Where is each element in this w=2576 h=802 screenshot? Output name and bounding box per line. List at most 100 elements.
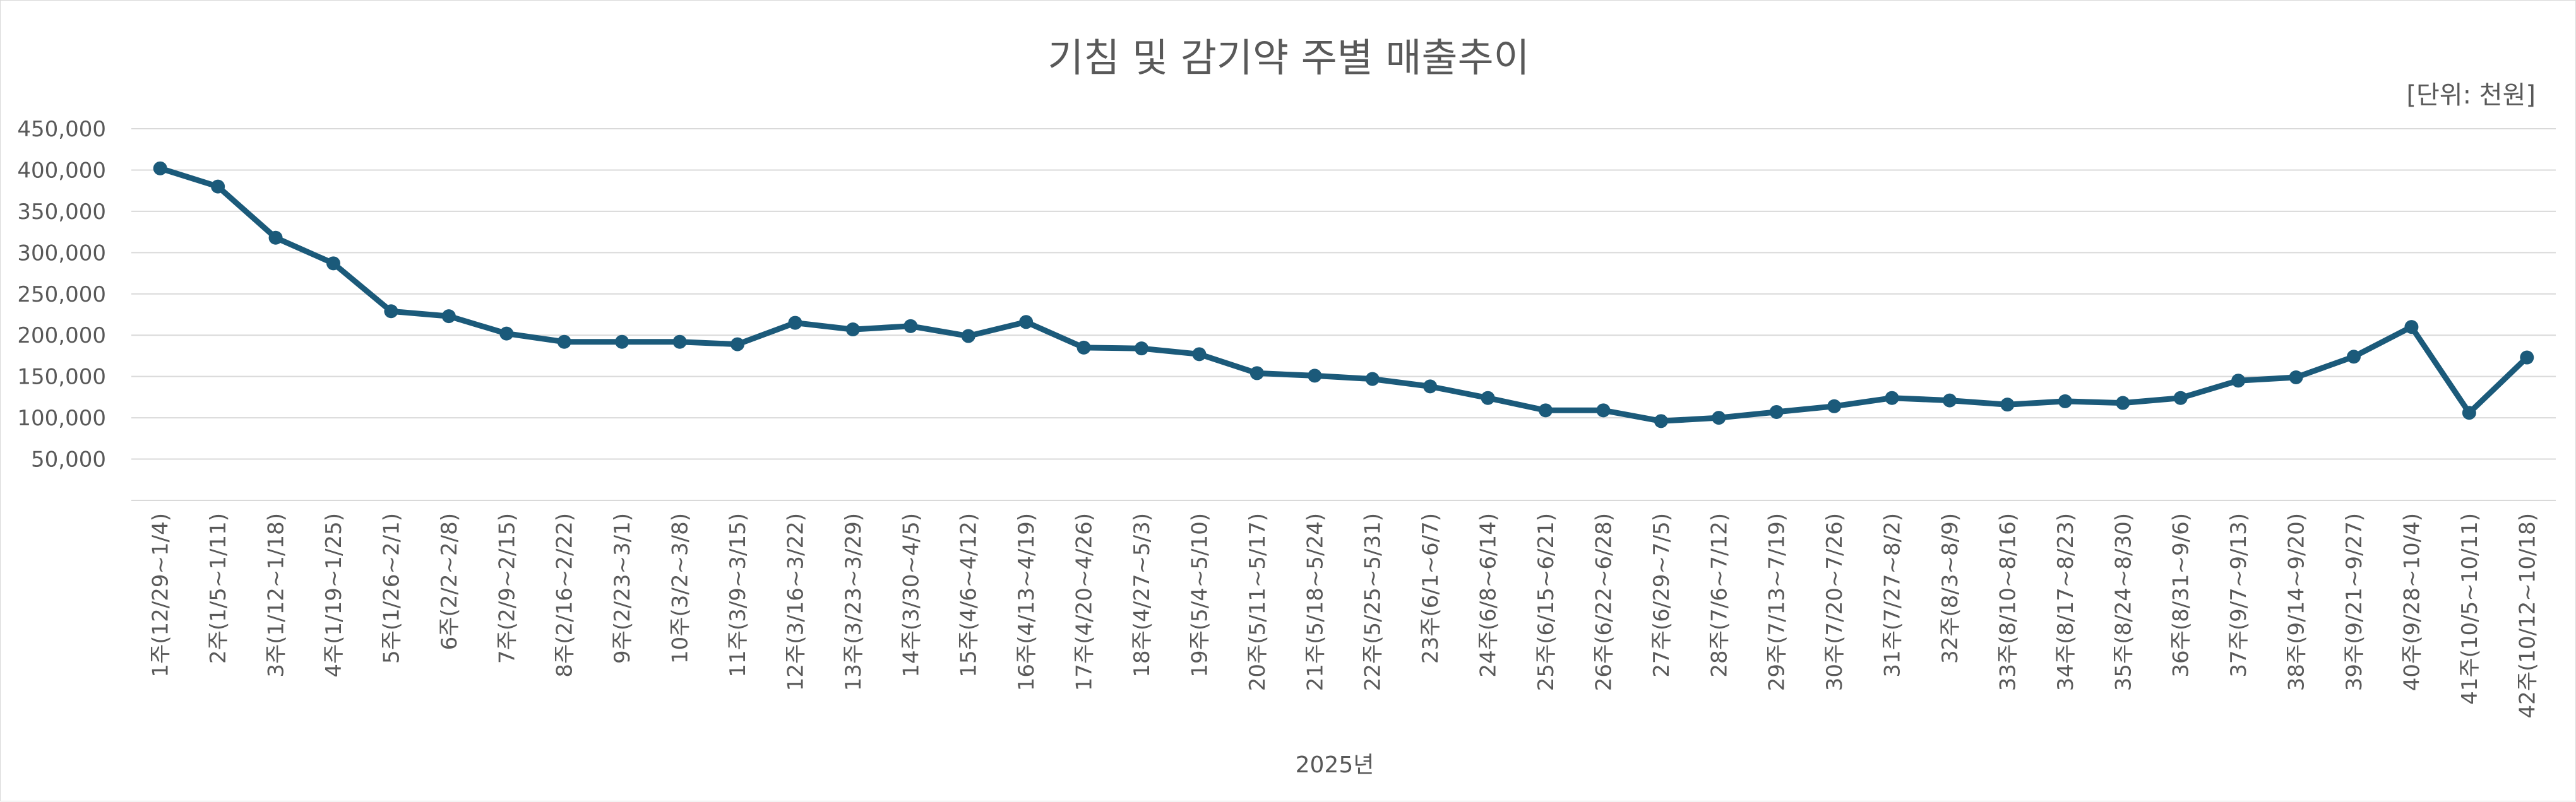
data-point (2404, 320, 2419, 334)
data-point (2347, 350, 2361, 364)
data-point (153, 161, 167, 175)
data-point (1769, 404, 1784, 419)
x-tick-label: 10주(3/2~3/8) (668, 513, 693, 664)
data-point (1192, 347, 1207, 362)
x-tick-label: 36주(8/31~9/6) (2169, 513, 2194, 678)
x-tick-label: 40주(9/28~10/4) (2399, 513, 2424, 691)
data-point (1135, 341, 1148, 356)
x-tick-label: 38주(9/14~9/20) (2284, 513, 2310, 691)
data-point (1539, 403, 1553, 418)
data-point (2289, 370, 2303, 384)
x-tick-label: 13주(3/23~3/29) (841, 513, 866, 691)
x-tick-label: 31주(7/27~8/2) (1880, 513, 1905, 678)
x-tick-label: 22주(5/25~5/31) (1361, 513, 1386, 691)
y-tick-label: 400,000 (17, 158, 106, 183)
data-point (1827, 399, 1842, 413)
x-tick-label: 16주(4/13~4/19) (1014, 513, 1039, 691)
x-tick-label: 37주(9/7~9/13) (2226, 513, 2251, 678)
x-tick-label: 5주(1/26~2/1) (379, 513, 404, 664)
data-point (326, 256, 340, 271)
data-point (2000, 398, 2015, 412)
chart-title: 기침 및 감기약 주별 매출추이 (1047, 35, 1529, 81)
data-point (1249, 366, 1264, 380)
data-point (384, 304, 398, 319)
data-point (1481, 391, 1495, 405)
unit-label: [단위: 천원] (2406, 81, 2536, 110)
data-point (845, 322, 860, 337)
x-tick-label: 11주(3/9~3/15) (725, 513, 751, 678)
data-point (1076, 340, 1091, 355)
data-point (1885, 391, 1899, 405)
data-point (1019, 315, 1034, 329)
data-point (211, 179, 225, 194)
data-point (961, 329, 975, 343)
x-tick-label: 20주(5/11~5/17) (1245, 513, 1270, 691)
x-tick-label: 6주(2/2~2/8) (437, 513, 462, 650)
data-point (1654, 414, 1668, 428)
x-axis-ticks: 1주(12/29~1/4) 2주(1/5~1/11) 3주(1/12~1/18) 4주… (148, 513, 2541, 719)
x-tick-label: 29주(7/13~7/19) (1765, 513, 1790, 691)
data-point (2116, 396, 2130, 410)
data-point (903, 319, 918, 333)
x-tick-label: 21주(5/18~5/24) (1303, 513, 1328, 691)
data-point (1423, 379, 1438, 394)
data-point (2058, 394, 2072, 408)
data-point (788, 315, 802, 330)
x-tick-label: 17주(4/20~4/26) (1072, 513, 1097, 691)
x-tick-label: 32주(8/3~8/9) (1938, 513, 1963, 664)
x-tick-label: 12주(3/16~3/22) (783, 513, 808, 691)
x-tick-label: 41주(10/5~10/11) (2457, 513, 2483, 705)
data-point (2231, 374, 2246, 388)
x-tick-label: 15주(4/6~4/12) (957, 513, 982, 678)
x-tick-label: 27주(6/29~7/5) (1649, 513, 1674, 678)
x-tick-label: 34주(8/17~8/23) (2053, 513, 2078, 691)
y-tick-label: 250,000 (17, 282, 106, 307)
x-tick-label: 8주(2/16~2/22) (552, 513, 578, 678)
y-tick-label: 450,000 (17, 117, 106, 142)
data-point (2173, 391, 2188, 405)
y-tick-label: 50,000 (31, 447, 106, 473)
data-point (2462, 406, 2476, 420)
y-tick-label: 150,000 (17, 365, 106, 390)
y-axis-ticks: 50,000 100,000 150,000 200,000 250,000 300,00… (17, 117, 106, 473)
data-point (557, 334, 571, 349)
data-point (268, 230, 283, 245)
y-tick-label: 200,000 (17, 323, 106, 348)
x-tick-label: 25주(6/15~6/21) (1534, 513, 1559, 691)
x-tick-label: 3주(1/12~1/18) (264, 513, 289, 678)
data-point (1365, 372, 1380, 386)
x-tick-label: 9주(2/23~3/1) (610, 513, 635, 664)
data-point (730, 337, 744, 351)
data-point (1712, 411, 1726, 425)
x-tick-label: 4주(1/19~1/25) (321, 513, 347, 678)
x-tick-label: 30주(7/20~7/26) (1822, 513, 1847, 691)
y-tick-label: 300,000 (17, 240, 106, 266)
gridlines (131, 128, 2556, 460)
x-tick-label: 42주(10/12~10/18) (2515, 513, 2540, 719)
x-tick-label: 35주(8/24~8/30) (2111, 513, 2136, 691)
x-axis-title: 2025년 (1296, 752, 1374, 778)
data-point (1596, 403, 1611, 418)
x-tick-label: 28주(7/6~7/12) (1707, 513, 1732, 678)
x-tick-label: 24주(6/8~6/14) (1476, 513, 1501, 678)
x-tick-label: 14주(3/30~4/5) (898, 513, 924, 678)
x-tick-label: 33주(8/10~8/16) (1995, 513, 2020, 691)
x-tick-label: 18주(4/27~5/3) (1130, 513, 1155, 678)
y-tick-label: 350,000 (17, 199, 106, 225)
data-point (2520, 350, 2534, 365)
data-point (1943, 393, 1957, 408)
x-tick-label: 23주(6/1~6/7) (1418, 513, 1443, 664)
data-point (672, 334, 687, 349)
x-tick-label: 7주(2/9~2/15) (494, 513, 520, 664)
series-layer (153, 161, 2534, 428)
x-tick-label: 19주(5/4~5/10) (1187, 513, 1212, 678)
x-tick-label: 26주(6/22~6/28) (1591, 513, 1616, 691)
x-tick-label: 1주(12/29~1/4) (148, 513, 174, 678)
data-point (615, 334, 629, 349)
data-point (499, 326, 514, 341)
data-point (1308, 369, 1322, 383)
series-line (157, 165, 2530, 424)
x-tick-label: 39주(9/21~9/27) (2342, 513, 2367, 691)
